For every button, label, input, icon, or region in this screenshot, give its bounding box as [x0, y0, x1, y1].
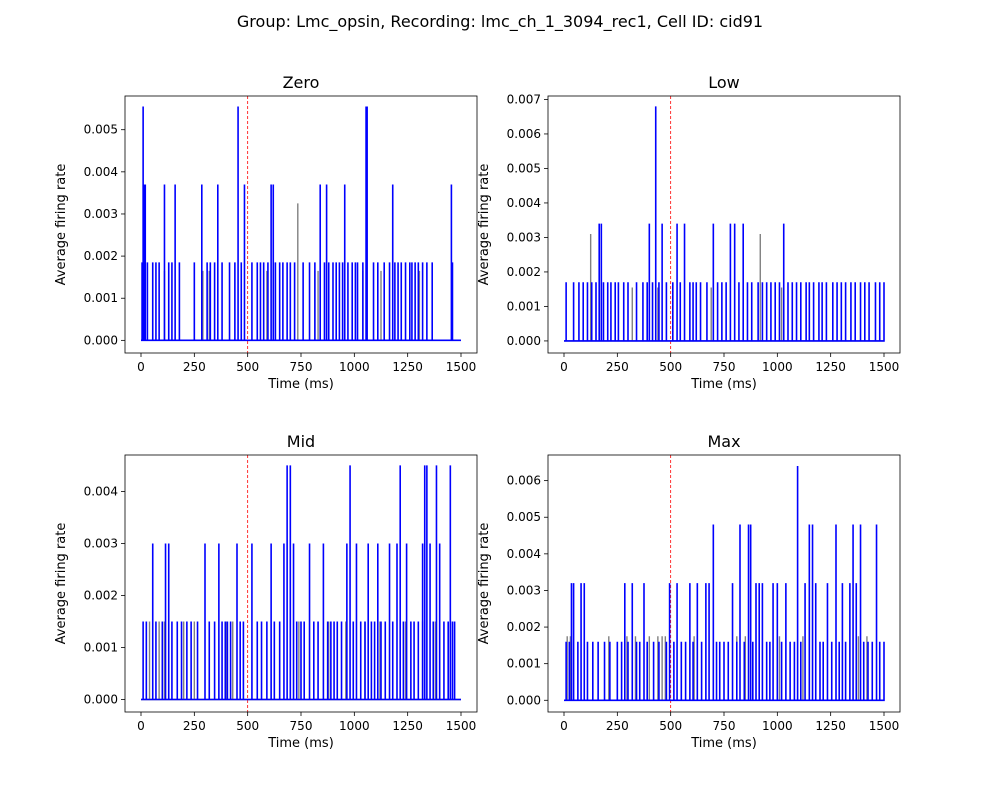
series-line-gray — [141, 203, 461, 342]
x-tick-label: 250 — [606, 360, 629, 374]
series-line-gray — [141, 621, 461, 701]
panel-zero: 0 250 500 750 1000 1250 1500 0.000 0.001 0.002 0.0… — [54, 73, 478, 392]
series-line-gray — [564, 233, 884, 342]
y-tick-label: 0.001 — [84, 291, 118, 305]
y-tick-label: 0.005 — [507, 510, 541, 524]
panel-title: Low — [708, 73, 740, 92]
y-tick-label: 0.000 — [507, 693, 541, 707]
x-tick-label: 1250 — [815, 719, 846, 733]
x-tick-label: 1000 — [762, 719, 793, 733]
x-tick-label: 0 — [137, 719, 145, 733]
y-tick-label: 0.007 — [507, 92, 541, 106]
y-tick-label: 0.002 — [507, 265, 541, 279]
x-tick-label: 500 — [236, 719, 259, 733]
y-tick-label: 0.001 — [507, 299, 541, 313]
plot-area-max — [564, 455, 885, 712]
series-line-blue — [141, 465, 461, 701]
y-tick-label: 0.004 — [84, 484, 118, 498]
plot-area-low — [564, 96, 885, 353]
y-tick-label: 0.003 — [84, 207, 118, 221]
y-tick-label: 0.003 — [507, 583, 541, 597]
x-axis-label: Time (ms) — [690, 377, 757, 392]
x-tick-label: 1250 — [815, 360, 846, 374]
y-tick-label: 0.000 — [507, 334, 541, 348]
x-tick-label: 1500 — [446, 719, 477, 733]
x-tick-label: 1000 — [339, 360, 370, 374]
x-tick-label: 0 — [560, 719, 568, 733]
y-tick-label: 0.005 — [507, 161, 541, 175]
panel-mid: 0 250 500 750 1000 1250 1500 0.000 0.001 0.002 0.0… — [54, 432, 478, 751]
x-axis-label: Time (ms) — [267, 377, 334, 392]
y-axis-label: Average firing rate — [54, 164, 69, 286]
y-axis-label: Average firing rate — [477, 523, 492, 645]
x-tick-label: 0 — [137, 360, 145, 374]
y-tick-label: 0.001 — [507, 657, 541, 671]
y-tick-label: 0.005 — [84, 123, 118, 137]
y-tick-label: 0.001 — [84, 640, 118, 654]
panel-title: Zero — [283, 73, 320, 92]
x-tick-label: 500 — [659, 360, 682, 374]
x-tick-label: 750 — [290, 360, 313, 374]
y-tick-label: 0.000 — [84, 693, 118, 707]
x-tick-label: 750 — [713, 719, 736, 733]
x-tick-label: 250 — [606, 719, 629, 733]
x-tick-label: 1250 — [392, 719, 423, 733]
x-tick-label: 750 — [290, 719, 313, 733]
y-axis-label: Average firing rate — [54, 523, 69, 645]
x-tick-label: 1000 — [762, 360, 793, 374]
panel-title: Max — [707, 432, 740, 451]
y-tick-label: 0.004 — [84, 165, 118, 179]
y-tick-label: 0.006 — [507, 127, 541, 141]
x-tick-label: 500 — [659, 719, 682, 733]
series-line-blue — [564, 106, 885, 342]
x-tick-label: 1250 — [392, 360, 423, 374]
y-tick-label: 0.000 — [84, 333, 118, 347]
x-tick-label: 1000 — [339, 719, 370, 733]
x-axis-label: Time (ms) — [690, 736, 757, 751]
y-tick-label: 0.003 — [84, 536, 118, 550]
panel-title: Mid — [287, 432, 315, 451]
plot-area-zero — [141, 96, 461, 353]
x-tick-label: 250 — [183, 360, 206, 374]
y-axis-label: Average firing rate — [477, 164, 492, 286]
series-line-blue — [141, 106, 461, 342]
figure-suptitle: Group: Lmc_opsin, Recording: lmc_ch_1_30… — [236, 12, 764, 31]
y-tick-label: 0.004 — [507, 196, 541, 210]
y-tick-label: 0.002 — [507, 620, 541, 634]
x-tick-label: 750 — [713, 360, 736, 374]
y-tick-label: 0.003 — [507, 230, 541, 244]
x-tick-label: 500 — [236, 360, 259, 374]
y-tick-label: 0.002 — [84, 588, 118, 602]
x-tick-label: 1500 — [869, 719, 900, 733]
plot-area-mid — [141, 455, 461, 712]
y-tick-label: 0.002 — [84, 249, 118, 263]
axes-frame — [124, 95, 478, 354]
x-tick-label: 1500 — [869, 360, 900, 374]
y-tick-label: 0.006 — [507, 474, 541, 488]
x-tick-label: 250 — [183, 719, 206, 733]
panel-max: 0 250 500 750 1000 1250 1500 0.000 0.001 0.002 0.0… — [477, 432, 901, 751]
y-tick-label: 0.004 — [507, 547, 541, 561]
series-line-blue — [564, 465, 885, 702]
panel-low: 0 250 500 750 1000 1250 1500 0.000 0.001 0.002 0.0… — [477, 73, 901, 392]
x-tick-label: 1500 — [446, 360, 477, 374]
x-tick-label: 0 — [560, 360, 568, 374]
x-axis-label: Time (ms) — [267, 736, 334, 751]
